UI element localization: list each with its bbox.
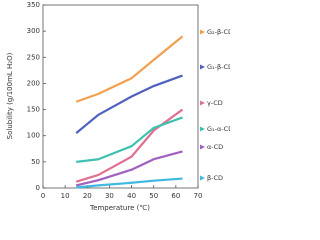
legend-marker [200, 144, 205, 150]
x-tick-label: 30 [105, 192, 114, 200]
legend-label: γ-CD [207, 99, 223, 107]
y-tick-label: 0 [36, 184, 40, 192]
y-tick-label: 200 [27, 79, 40, 87]
series-line [76, 116, 183, 163]
legend-label: β-CD [207, 174, 223, 182]
legend-marker [200, 64, 205, 70]
series-line [76, 177, 183, 189]
legend-label: G₂-β-CD [207, 28, 230, 36]
series-line [75, 74, 183, 134]
y-tick-label: 250 [27, 53, 40, 61]
plot-frame [42, 4, 199, 189]
x-tick-label: 40 [127, 192, 136, 200]
legend-marker [200, 126, 205, 132]
x-tick-label: 70 [194, 192, 203, 200]
y-tick-label: 300 [27, 27, 40, 35]
y-tick-label: 100 [27, 132, 40, 140]
series-line [75, 150, 183, 187]
legend-marker [200, 175, 205, 181]
x-tick-label: 50 [149, 192, 158, 200]
y-tick-label: 350 [27, 1, 40, 9]
x-axis-label: Temperature (℃) [89, 204, 150, 212]
legend-marker [200, 100, 205, 106]
series-line [75, 35, 184, 103]
chart: Temperature (℃) Solubility (g/100mL H₂O)… [6, 1, 230, 212]
x-tick-label: 0 [41, 192, 45, 200]
x-tick-label: 20 [83, 192, 92, 200]
y-tick-label: 50 [31, 158, 40, 166]
legend-label: α-CD [207, 143, 223, 151]
legend-label: G₁-α-CD [207, 125, 230, 133]
x-tick-label: 60 [171, 192, 180, 200]
y-axis-label: Solubility (g/100mL H₂O) [6, 52, 14, 139]
x-tick-label: 10 [61, 192, 70, 200]
y-tick-label: 150 [27, 106, 40, 114]
legend-label: G₁-β-CD [207, 63, 230, 71]
legend-marker [200, 29, 205, 35]
